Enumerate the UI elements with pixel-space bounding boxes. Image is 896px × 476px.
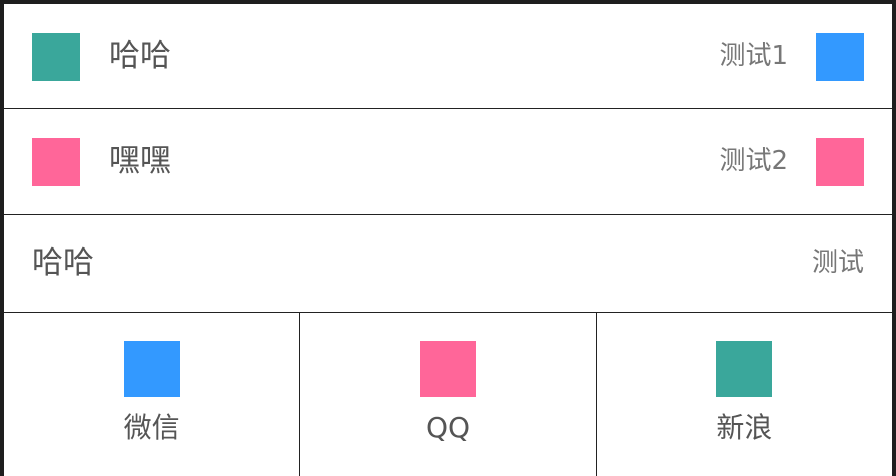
pink-square-icon (32, 138, 80, 186)
pink-square-icon (419, 341, 476, 397)
grid-item-label: QQ (425, 411, 471, 444)
app-screen: 哈哈 测试1 嘿嘿 测试2 哈哈 测试 微信 QQ 新浪 (4, 4, 892, 476)
grid-item-sina[interactable]: 新浪 (595, 313, 892, 476)
blue-square-icon (816, 33, 864, 81)
share-grid: 微信 QQ 新浪 (4, 313, 892, 476)
blue-square-icon (123, 341, 180, 397)
teal-square-icon (32, 33, 80, 81)
grid-item-qq[interactable]: QQ (299, 313, 595, 476)
list-item-haha-1[interactable]: 哈哈 测试1 (4, 4, 892, 109)
list-item-right-text: 测试2 (719, 146, 788, 176)
pink-square-icon (816, 138, 864, 186)
teal-square-icon (716, 341, 773, 397)
list-item-right-text: 测试 (811, 248, 864, 278)
list-item-right-text: 测试1 (719, 41, 788, 71)
grid-item-wechat[interactable]: 微信 (4, 313, 299, 476)
grid-item-label: 微信 (123, 411, 180, 444)
list-item-title: 哈哈 (32, 245, 94, 281)
list-item-title: 嘿嘿 (109, 143, 171, 179)
grid-item-label: 新浪 (716, 411, 773, 444)
list-item-haha-2[interactable]: 哈哈 测试 (4, 215, 892, 313)
list-item-heihei[interactable]: 嘿嘿 测试2 (4, 109, 892, 215)
list-item-title: 哈哈 (109, 38, 171, 74)
